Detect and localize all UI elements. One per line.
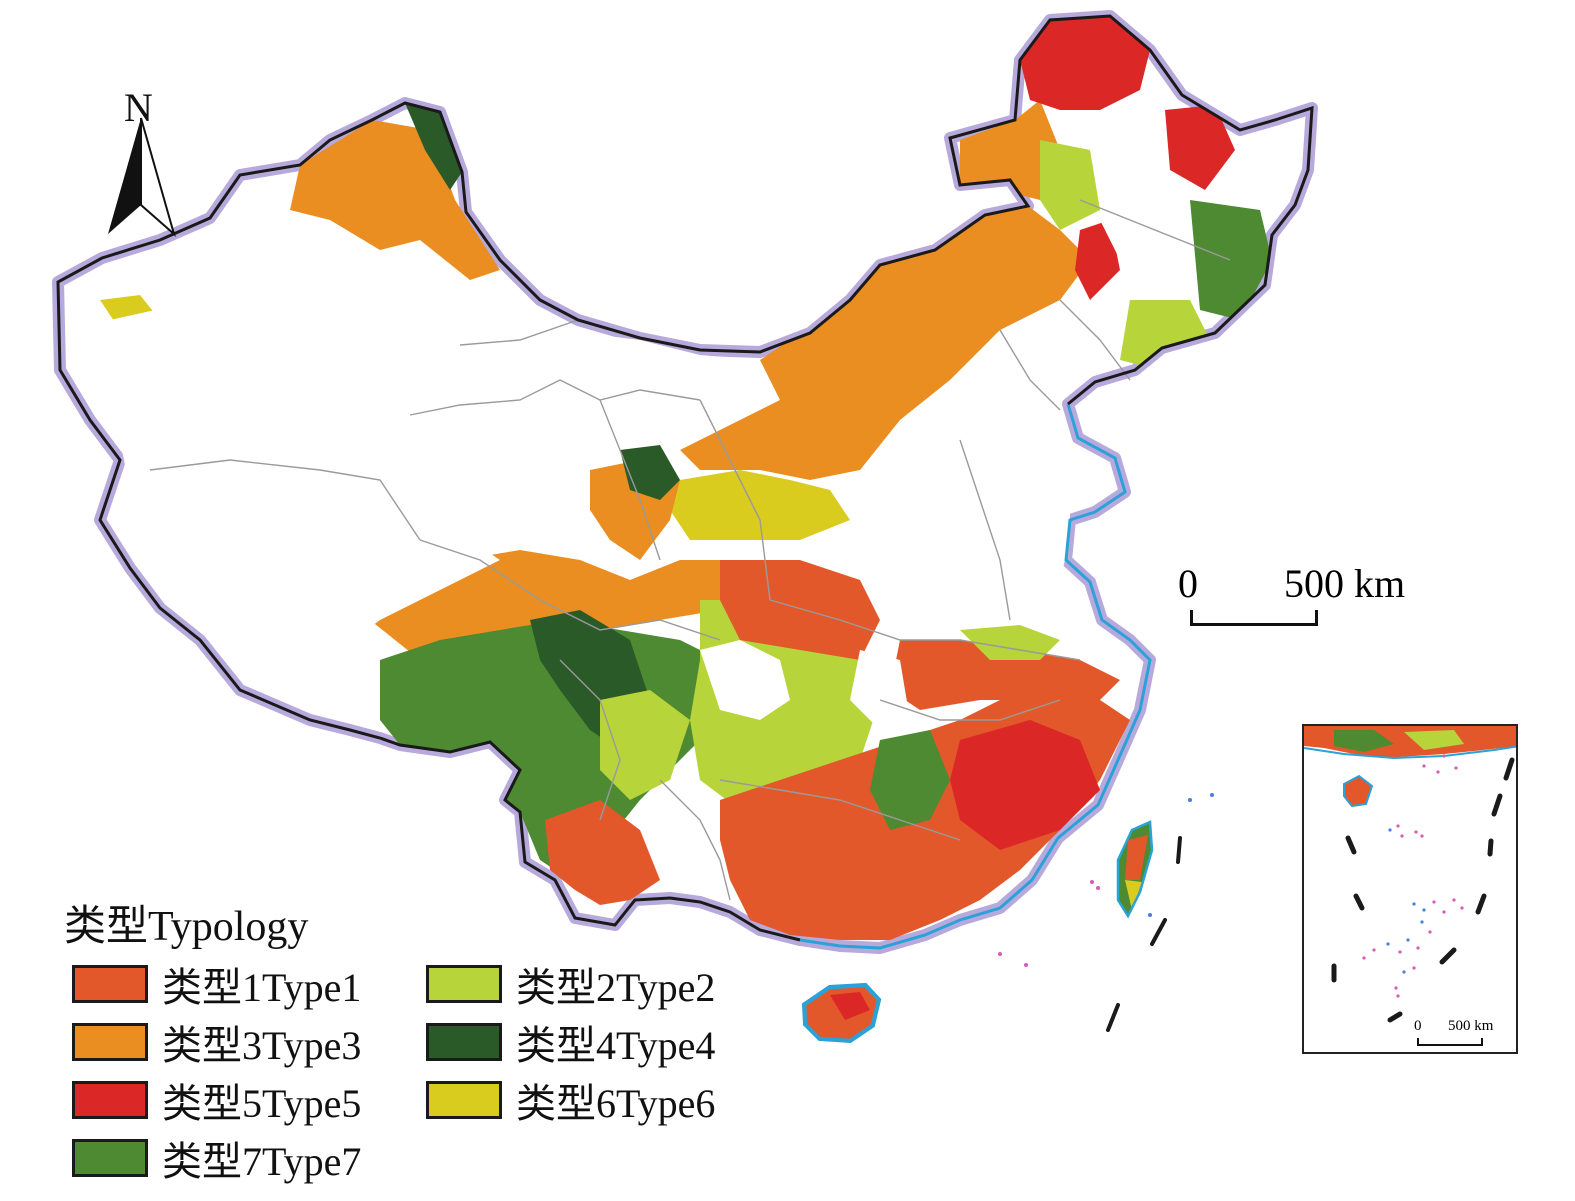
blank-inner-mongolia-w bbox=[560, 330, 760, 440]
legend-swatch bbox=[72, 1081, 148, 1119]
inset-scale-zero-label: 0 bbox=[1414, 1018, 1422, 1034]
region-type5-ne3 bbox=[1075, 220, 1120, 300]
legend-label: 类型2Type2 bbox=[516, 965, 716, 1010]
legend-item-type7: 类型7Type7 bbox=[72, 1136, 361, 1184]
region-type7-south bbox=[870, 730, 950, 830]
region-type1-central bbox=[720, 560, 880, 660]
legend-swatch bbox=[426, 965, 502, 1003]
blank-tibet bbox=[120, 500, 500, 680]
region-type3-north bbox=[680, 206, 1090, 480]
hainan-island bbox=[801, 982, 882, 1044]
legend-swatch bbox=[72, 965, 148, 1003]
region-type5-south bbox=[950, 720, 1100, 850]
legend-item-type1: 类型1Type1 bbox=[72, 962, 361, 1010]
small-islands bbox=[998, 793, 1214, 967]
inset-scale-distance-label: 500 km bbox=[1448, 1018, 1494, 1034]
region-type5-northeast bbox=[1020, 16, 1150, 110]
scale-bar-line bbox=[1190, 610, 1318, 626]
region-type2-ne bbox=[1040, 140, 1100, 230]
region-type2-east bbox=[960, 625, 1060, 660]
blank-tarim bbox=[100, 290, 600, 510]
legend-label: 类型3Type3 bbox=[162, 1023, 362, 1068]
legend-swatch bbox=[72, 1139, 148, 1177]
legend-item-type3: 类型3Type3 bbox=[72, 1020, 361, 1068]
legend-label: 类型1Type1 bbox=[162, 965, 362, 1010]
legend-item-type5: 类型5Type5 bbox=[72, 1078, 361, 1126]
legend-item-type2: 类型2Type2 bbox=[426, 962, 715, 1010]
scale-bar: 0 500 km bbox=[1176, 560, 1446, 640]
maritime-dashes bbox=[1106, 836, 1182, 1032]
inset-islands bbox=[1362, 754, 1464, 998]
legend-item-type4: 类型4Type4 bbox=[426, 1020, 715, 1068]
north-arrow-icon bbox=[108, 117, 176, 237]
region-type6-loess bbox=[670, 470, 850, 540]
region-type4-altai bbox=[405, 103, 462, 190]
blank-areas bbox=[100, 110, 1170, 730]
legend-label: 类型4Type4 bbox=[516, 1023, 716, 1068]
blank-central-1 bbox=[850, 650, 910, 730]
scale-zero-label: 0 bbox=[1178, 561, 1198, 606]
legend: 类型Typology 类型1Type1 类型2Type2 类型3Type3 类型… bbox=[64, 892, 784, 1192]
china-mainland bbox=[52, 10, 1318, 954]
legend-label: 类型6Type6 bbox=[516, 1081, 716, 1126]
inset-map bbox=[1304, 726, 1516, 1023]
blank-north-plain bbox=[880, 410, 1070, 620]
legend-swatch bbox=[72, 1023, 148, 1061]
blank-northeast-plain bbox=[1100, 110, 1170, 260]
scale-distance-label: 500 km bbox=[1284, 561, 1406, 606]
region-type2-sw bbox=[600, 690, 690, 800]
legend-swatch bbox=[426, 1081, 502, 1119]
province-boundaries bbox=[149, 199, 1231, 901]
taiwan-island bbox=[1116, 820, 1154, 919]
inset-scale-bar-line bbox=[1417, 1038, 1483, 1046]
legend-item-type6: 类型6Type6 bbox=[426, 1078, 715, 1126]
legend-swatch bbox=[426, 1023, 502, 1061]
coastline bbox=[799, 403, 1152, 950]
region-type3-tibet bbox=[370, 550, 770, 660]
legend-label: 类型5Type5 bbox=[162, 1081, 362, 1126]
region-type5-ne2 bbox=[1165, 105, 1235, 190]
blank-sichuan-basin bbox=[700, 640, 790, 720]
south-china-sea-inset: 0 500 km bbox=[1302, 724, 1518, 1054]
land-border bbox=[56, 14, 1314, 942]
region-type3-altai bbox=[290, 120, 500, 280]
inset-scale-bar: 0 500 km bbox=[1414, 1018, 1514, 1048]
legend-title: 类型Typology bbox=[64, 904, 309, 950]
north-label: N bbox=[124, 85, 153, 130]
region-type1-sw bbox=[545, 800, 660, 905]
region-type7-ne bbox=[1190, 200, 1272, 320]
region-type3-northeast bbox=[960, 100, 1060, 200]
legend-label: 类型7Type7 bbox=[162, 1139, 362, 1184]
typology-regions bbox=[100, 16, 1272, 940]
